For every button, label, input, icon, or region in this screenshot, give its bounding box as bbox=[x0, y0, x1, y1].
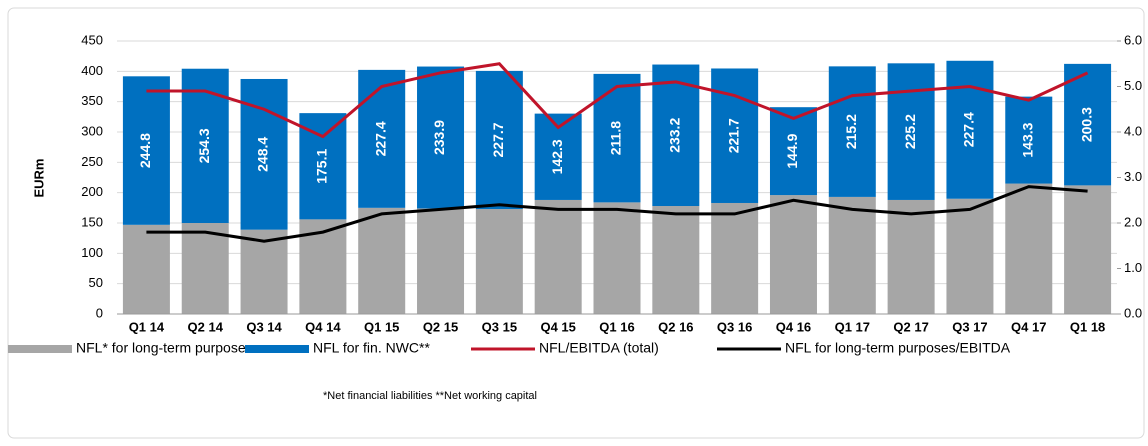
bar-segment bbox=[358, 69, 406, 208]
value-label: 142.3 bbox=[549, 139, 565, 174]
y2-tick-label: 3.0 bbox=[1124, 169, 1142, 184]
value-label: 233.2 bbox=[667, 118, 683, 153]
x-tick-label: Q1 18 bbox=[1070, 319, 1105, 334]
x-tick-label: Q4 14 bbox=[305, 319, 341, 334]
legend-label: NFL* for long-term purposes bbox=[76, 340, 253, 356]
bar-segment bbox=[358, 207, 406, 314]
y2-tick-label: 4.0 bbox=[1124, 123, 1142, 138]
value-label: 227.4 bbox=[961, 112, 977, 147]
bar-segment bbox=[593, 202, 641, 314]
bar-segment bbox=[593, 73, 641, 203]
value-label: 248.4 bbox=[255, 137, 271, 172]
y-tick-label: 350 bbox=[81, 93, 103, 108]
bar-segment bbox=[417, 208, 465, 314]
bar-segment bbox=[652, 206, 700, 314]
y2-tick-label: 5.0 bbox=[1124, 78, 1142, 93]
bar-segment bbox=[475, 70, 523, 210]
y-tick-label: 400 bbox=[81, 63, 103, 78]
bar-segment bbox=[946, 198, 994, 314]
line bbox=[146, 185, 1088, 243]
bar-segment bbox=[652, 64, 700, 207]
y2-tick-label: 0.0 bbox=[1124, 305, 1142, 320]
y-tick-label: 450 bbox=[81, 32, 103, 47]
y-tick-label: 50 bbox=[89, 275, 103, 290]
legend-label: NFL for long-term purposes/EBITDA bbox=[785, 340, 1011, 356]
bar-segment bbox=[946, 60, 994, 199]
x-tick-label: Q1 17 bbox=[835, 319, 870, 334]
bar-segment bbox=[122, 224, 170, 314]
value-label: 200.3 bbox=[1078, 107, 1094, 142]
bar-segment bbox=[1005, 96, 1053, 184]
bar-segment bbox=[769, 107, 817, 196]
x-tick-label: Q2 15 bbox=[423, 319, 458, 334]
bar-segment bbox=[181, 223, 229, 314]
x-tick-label: Q2 14 bbox=[188, 319, 224, 334]
bar-segment bbox=[1064, 63, 1112, 186]
value-label: 233.9 bbox=[431, 120, 447, 155]
bar-segment bbox=[240, 229, 288, 314]
x-tick-label: Q4 17 bbox=[1011, 319, 1046, 334]
value-label: 175.1 bbox=[314, 149, 330, 184]
bar-segment bbox=[887, 199, 935, 314]
x-tick-label: Q1 14 bbox=[129, 319, 165, 334]
legend-swatch bbox=[245, 345, 309, 353]
legend-swatch bbox=[8, 345, 72, 353]
value-label: 225.2 bbox=[902, 114, 918, 149]
line bbox=[146, 62, 1089, 139]
x-tick-label: Q1 15 bbox=[364, 319, 399, 334]
value-label: 144.9 bbox=[784, 133, 800, 168]
y-tick-label: 250 bbox=[81, 154, 103, 169]
bar-segment bbox=[475, 209, 523, 314]
value-label: 227.7 bbox=[490, 122, 506, 157]
bar-segment bbox=[887, 63, 935, 200]
value-label: 244.8 bbox=[137, 133, 153, 168]
value-label: 221.7 bbox=[725, 118, 741, 153]
y-tick-label: 0 bbox=[96, 305, 103, 320]
x-tick-label: Q4 16 bbox=[776, 319, 811, 334]
footnote: *Net financial liabilities **Net working… bbox=[323, 390, 537, 402]
x-tick-label: Q4 15 bbox=[540, 319, 575, 334]
bar-segment bbox=[1064, 185, 1112, 314]
value-label: 227.4 bbox=[372, 121, 388, 156]
y-tick-label: 200 bbox=[81, 184, 103, 199]
bar-segment bbox=[828, 66, 876, 197]
legend-label: NFL for fin. NWC** bbox=[313, 340, 430, 356]
bar-segment bbox=[417, 66, 465, 209]
y2-tick-label: 6.0 bbox=[1124, 32, 1142, 47]
x-tick-label: Q1 16 bbox=[599, 319, 634, 334]
value-label: 254.3 bbox=[196, 128, 212, 163]
bar-segment bbox=[769, 195, 817, 314]
legend-label: NFL/EBITDA (total) bbox=[539, 340, 659, 356]
bar-segment bbox=[711, 202, 759, 314]
x-tick-label: Q2 17 bbox=[893, 319, 928, 334]
y-axis-label: EURm bbox=[31, 158, 46, 197]
y-tick-label: 300 bbox=[81, 123, 103, 138]
value-label: 211.8 bbox=[608, 121, 624, 155]
bar-segment bbox=[828, 196, 876, 314]
x-tick-label: Q3 15 bbox=[482, 319, 517, 334]
bar-segment bbox=[1005, 183, 1053, 314]
value-label: 143.3 bbox=[1019, 122, 1035, 157]
y-tick-label: 100 bbox=[81, 245, 103, 260]
bar-segment bbox=[122, 76, 170, 225]
y2-tick-label: 1.0 bbox=[1124, 260, 1142, 275]
bar-segment bbox=[534, 199, 582, 314]
x-tick-label: Q3 14 bbox=[246, 319, 282, 334]
y-tick-label: 150 bbox=[81, 214, 103, 229]
y2-tick-label: 2.0 bbox=[1124, 214, 1142, 229]
x-tick-label: Q3 17 bbox=[952, 319, 987, 334]
x-tick-label: Q2 16 bbox=[658, 319, 693, 334]
x-tick-label: Q3 16 bbox=[717, 319, 752, 334]
value-label: 215.2 bbox=[843, 114, 859, 149]
